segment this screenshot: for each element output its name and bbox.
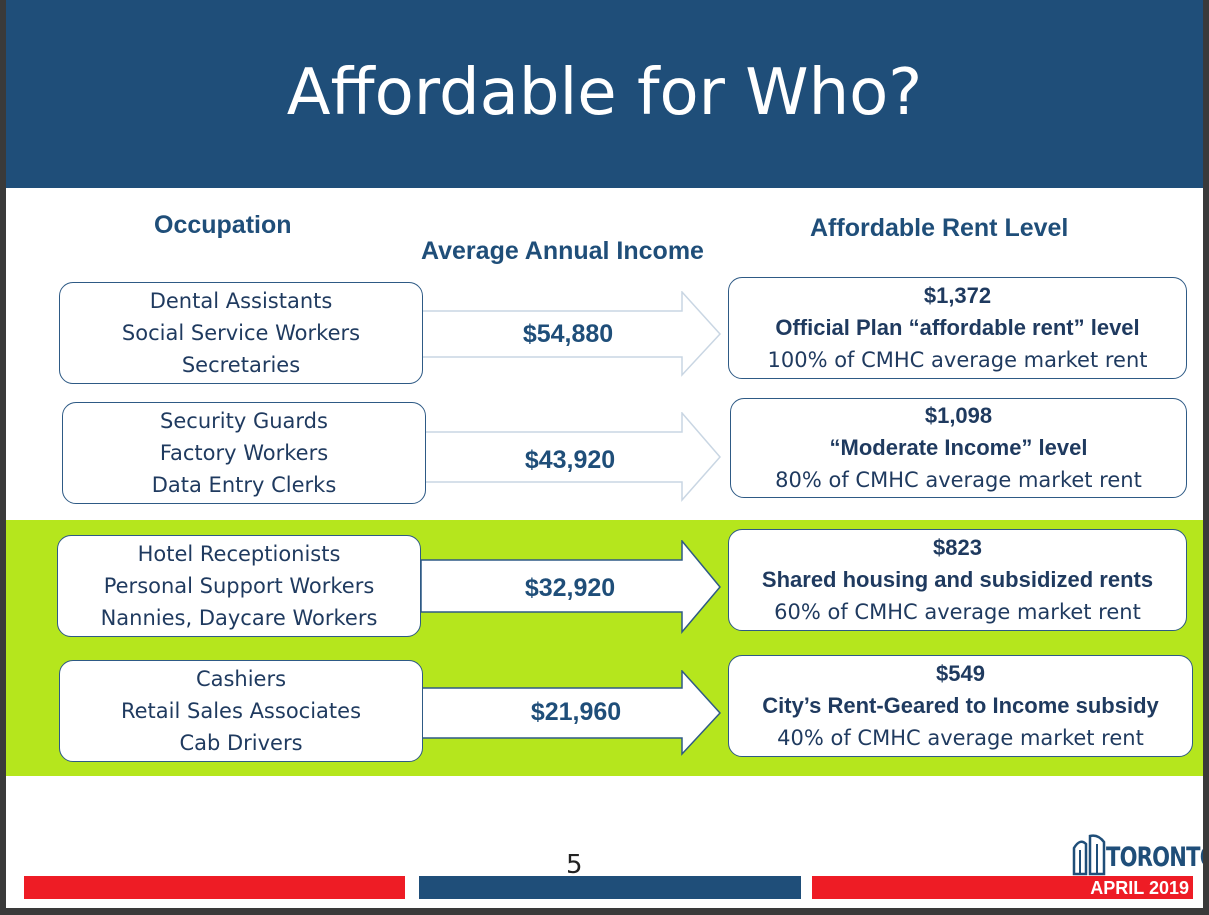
occupation-item: Data Entry Clerks [151,473,337,497]
row-2-occupations: Security Guards Factory Workers Data Ent… [62,402,426,504]
row-3-occupations: Hotel Receptionists Personal Support Wor… [57,535,421,637]
income-header: Average Annual Income [421,237,704,265]
page-number: 5 [566,850,583,880]
row-4-rent: $549 City’s Rent-Geared to Income subsid… [728,655,1193,757]
rent-amount: $823 [933,535,982,560]
rent-level: City’s Rent-Geared to Income subsidy [762,693,1159,718]
occupation-item: Factory Workers [159,441,329,465]
occupation-item: Security Guards [160,409,328,433]
rent-level: Shared housing and subsidized rents [761,567,1154,592]
row-1-occupations: Dental Assistants Social Service Workers… [59,282,423,384]
row-1-arrow [420,291,722,377]
rent-header: Affordable Rent Level [810,214,1069,242]
footer-red-bar-left [24,876,405,899]
slide: Affordable for Who? Occupation Average A… [6,0,1203,908]
row-3-rent: $823 Shared housing and subsidized rents… [728,529,1187,631]
city-hall-logo-icon [1072,834,1106,876]
row-2-arrow [424,412,721,502]
rent-level: “Moderate Income” level [829,435,1088,460]
rent-level: Official Plan “affordable rent” level [775,315,1140,340]
slide-title: Affordable for Who? [286,56,923,130]
rent-amount: $1,372 [923,283,992,308]
footer-blue-bar [419,876,801,899]
row-2-income: $43,920 [524,446,616,474]
row-2-rent: $1,098 “Moderate Income” level 80% of CM… [730,398,1187,498]
rent-amount: $549 [936,661,985,686]
row-4-income: $21,960 [530,698,622,726]
occupation-item: Hotel Receptionists [137,542,341,566]
row-4-arrow [420,670,722,756]
rent-amount: $1,098 [924,403,993,428]
rent-detail: 100% of CMHC average market rent [767,348,1148,372]
title-bar [6,0,1203,188]
occupation-header: Occupation [154,211,292,239]
occupation-item: Retail Sales Associates [120,699,362,723]
row-3-income: $32,920 [524,574,616,602]
rent-detail: 60% of CMHC average market rent [774,600,1141,624]
row-3-arrow [420,540,721,634]
occupation-item: Secretaries [181,353,301,377]
occupation-item: Cashiers [195,667,287,691]
occupation-item: Social Service Workers [121,321,361,345]
occupation-item: Nannies, Daycare Workers [100,606,378,630]
rent-detail: 80% of CMHC average market rent [775,468,1142,492]
occupation-item: Cab Drivers [179,731,303,755]
occupation-item: Personal Support Workers [103,574,375,598]
row-1-rent: $1,372 Official Plan “affordable rent” l… [728,277,1187,379]
toronto-logo-text: TORONTO [1106,842,1203,873]
occupation-item: Dental Assistants [149,289,333,313]
row-1-income: $54,880 [522,320,614,348]
row-4-occupations: Cashiers Retail Sales Associates Cab Dri… [59,660,423,762]
rent-detail: 40% of CMHC average market rent [777,726,1144,750]
date-label: APRIL 2019 [1090,878,1189,898]
footer-red-bar-right [812,876,1193,899]
